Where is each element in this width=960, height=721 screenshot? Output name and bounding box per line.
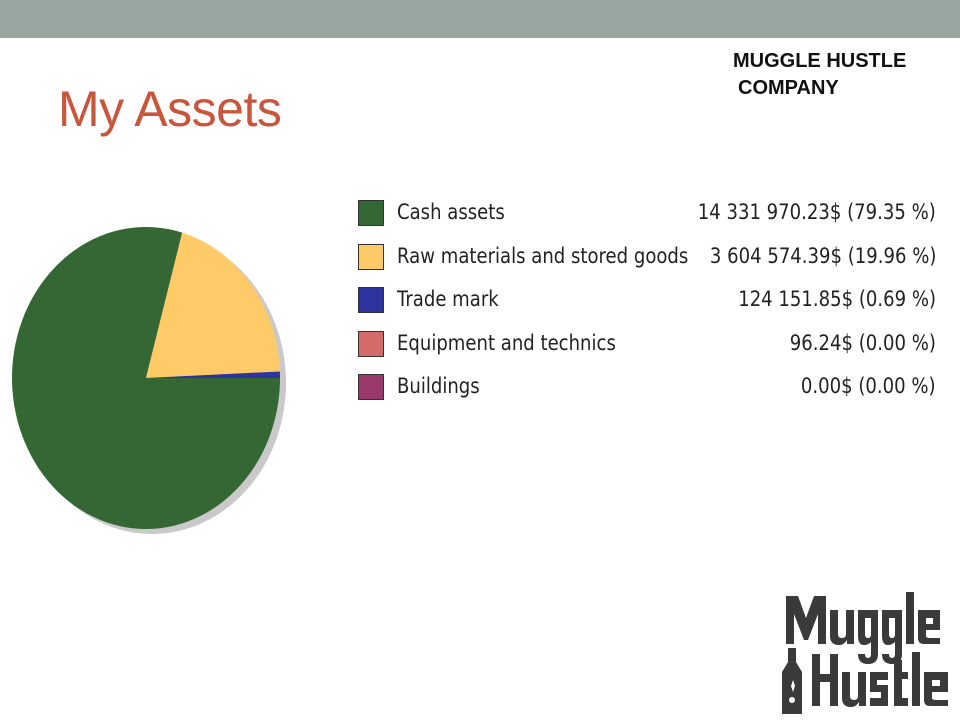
legend-swatch xyxy=(358,287,384,313)
legend-value: 96.24$ (0.00 %) xyxy=(790,331,936,355)
company-name: MUGGLE HUSTLE COMPANY xyxy=(733,48,906,102)
bottle-icon xyxy=(782,648,802,714)
header-bar xyxy=(0,0,960,38)
legend-item: Equipment and technics 96.24$ (0.00 %) xyxy=(356,327,936,359)
legend-label: Trade mark xyxy=(397,287,499,311)
pie-chart-svg xyxy=(0,214,300,544)
legend-value: 124 151.85$ (0.69 %) xyxy=(738,287,936,311)
legend-item: Buildings 0.00$ (0.00 %) xyxy=(356,370,936,402)
legend-value: 0.00$ (0.00 %) xyxy=(801,374,936,398)
legend-value: 3 604 574.39$ (19.96 %) xyxy=(709,244,936,268)
logo-lettering xyxy=(786,592,948,707)
legend-item: Cash assets 14 331 970.23$ (79.35 %) xyxy=(356,196,936,228)
legend-value: 14 331 970.23$ (79.35 %) xyxy=(698,200,936,224)
legend-label: Cash assets xyxy=(397,200,505,224)
logo-graphic xyxy=(778,588,956,716)
muggle-hustle-logo xyxy=(778,588,956,716)
legend-item: Trade mark 124 151.85$ (0.69 %) xyxy=(356,283,936,315)
legend-swatch xyxy=(358,331,384,357)
legend-swatch xyxy=(358,200,384,226)
legend-label: Raw materials and stored goods xyxy=(397,244,688,268)
pie-chart xyxy=(0,214,300,544)
legend-swatch xyxy=(358,374,384,400)
legend-swatch xyxy=(358,244,384,270)
legend-label: Equipment and technics xyxy=(397,331,616,355)
company-name-line1: MUGGLE HUSTLE xyxy=(733,50,906,72)
legend-label: Buildings xyxy=(397,374,480,398)
page-title: My Assets xyxy=(58,80,281,138)
company-name-line2: COMPANY xyxy=(733,75,906,102)
legend-item: Raw materials and stored goods 3 604 574.… xyxy=(356,240,936,272)
